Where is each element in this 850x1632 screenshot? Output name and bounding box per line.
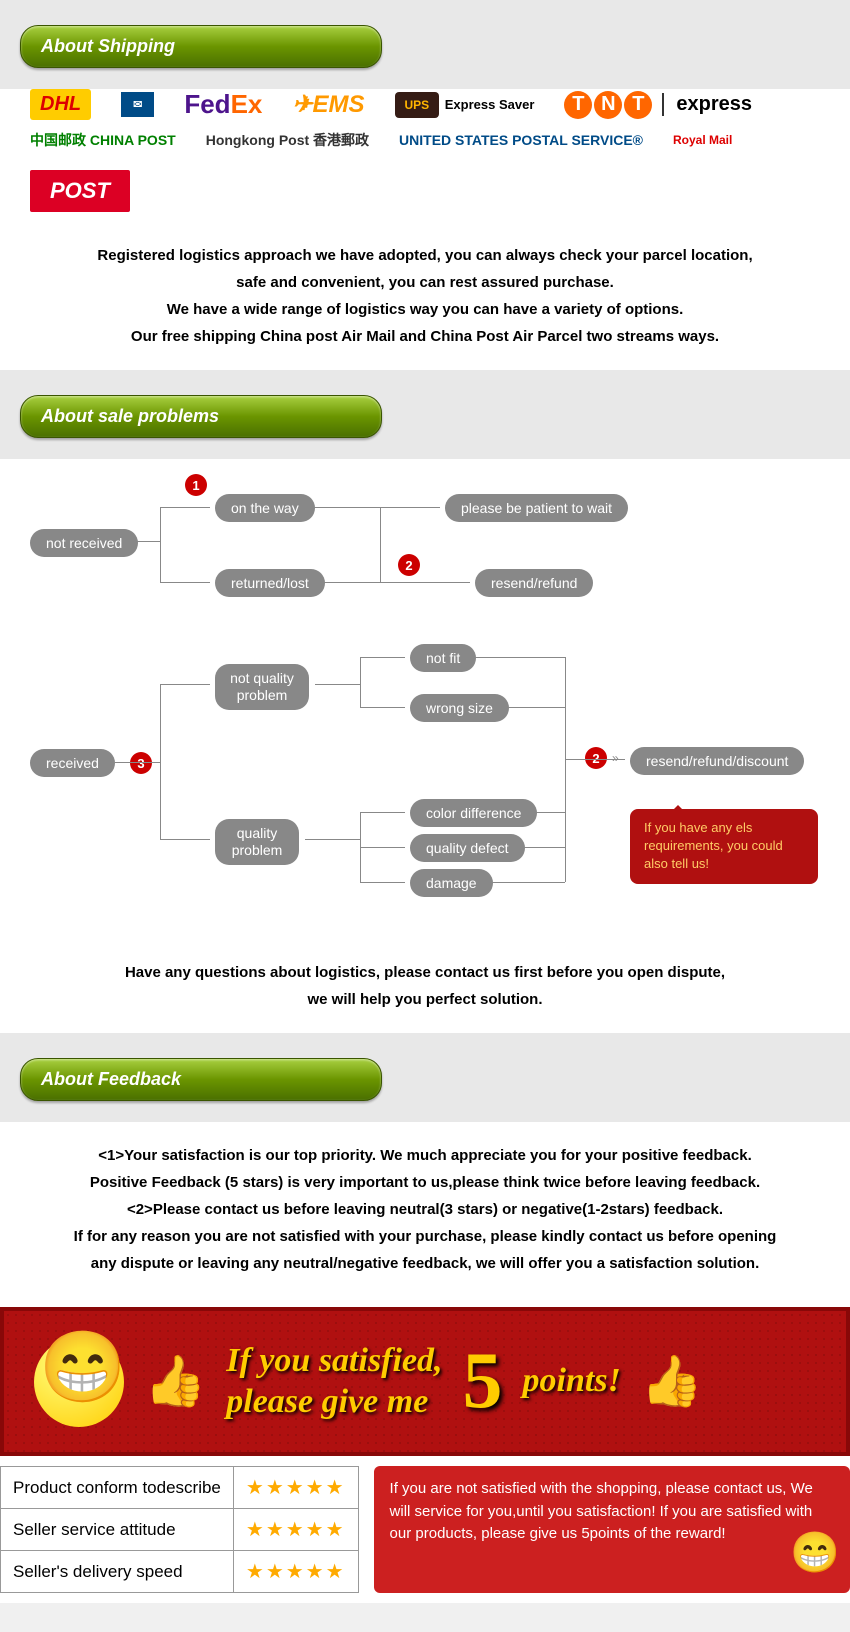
badge-1: 1	[185, 474, 207, 496]
node-on-way: on the way	[215, 494, 315, 522]
node-not-quality: not quality problem	[215, 664, 309, 710]
badge-2a: 2	[398, 554, 420, 576]
header-feedback-text: About Feedback	[41, 1069, 181, 1089]
node-wait: please be patient to wait	[445, 494, 628, 522]
header-shipping-text: About Shipping	[41, 36, 175, 56]
royalmail-logo: Royal Mail	[673, 133, 732, 147]
bottom-row: Product conform todescribe ★★★★★ Seller …	[0, 1466, 850, 1603]
carrier-logos-row1: DHL ✉ FedEx ✈EMS UPS Express Saver T N T…	[0, 89, 850, 130]
thumb-icon-2: 👍	[641, 1352, 703, 1411]
flowchart: not received 1 on the way returned/lost …	[20, 469, 830, 929]
table-row: Seller service attitude ★★★★★	[1, 1509, 359, 1551]
fedex-logo: FedEx	[184, 89, 262, 120]
rating-stars: ★★★★★	[233, 1551, 358, 1593]
rating-label: Product conform todescribe	[1, 1467, 234, 1509]
problems-body-text: Have any questions about logistics, plea…	[0, 939, 850, 1033]
table-row: Seller's delivery speed ★★★★★	[1, 1551, 359, 1593]
arrow-icon: »	[612, 751, 619, 765]
section-problems-header: About sale problems	[0, 370, 850, 459]
node-final: resend/refund/discount	[630, 747, 804, 775]
big-five: 5	[463, 1336, 503, 1427]
shipping-body-text: Registered logistics approach we have ad…	[0, 222, 850, 370]
callout-requirements: If you have any els requirements, you co…	[630, 809, 818, 884]
rating-stars: ★★★★★	[233, 1467, 358, 1509]
node-returned: returned/lost	[215, 569, 325, 597]
node-damage: damage	[410, 869, 493, 897]
hkpost-logo: Hongkong Post 香港郵政	[206, 130, 369, 150]
node-quality: quality problem	[215, 819, 299, 865]
node-not-fit: not fit	[410, 644, 476, 672]
banner-text: If you satisfied, please give me	[226, 1341, 442, 1423]
rating-label: Seller's delivery speed	[1, 1551, 234, 1593]
tnt-logo: T N T express	[564, 91, 752, 119]
badge-3: 3	[130, 752, 152, 774]
node-color: color difference	[410, 799, 537, 827]
thumb-icon: 👍	[144, 1352, 206, 1411]
rating-table: Product conform todescribe ★★★★★ Seller …	[0, 1466, 359, 1593]
carrier-logos-row2: 中国邮政 CHINA POST Hongkong Post 香港郵政 UNITE…	[0, 130, 850, 222]
header-shipping: About Shipping	[20, 25, 382, 68]
node-resend: resend/refund	[475, 569, 593, 597]
satisfaction-redbox: If you are not satisfied with the shoppi…	[374, 1466, 850, 1593]
header-problems-text: About sale problems	[41, 406, 219, 426]
rating-label: Seller service attitude	[1, 1509, 234, 1551]
dhl-logo: DHL	[30, 89, 91, 120]
auspost-logo: POST	[30, 170, 130, 212]
section-feedback-header: About Feedback	[0, 1033, 850, 1122]
rating-stars: ★★★★★	[233, 1509, 358, 1551]
node-defect: quality defect	[410, 834, 525, 862]
ups-logo: UPS Express Saver	[395, 92, 535, 118]
badge-2b: 2	[585, 747, 607, 769]
usps-logo: UNITED STATES POSTAL SERVICE®	[399, 132, 643, 148]
section-shipping-header: About Shipping	[0, 0, 850, 89]
smiley-icon	[34, 1337, 124, 1427]
satisfaction-banner: 👍 If you satisfied, please give me 5 poi…	[0, 1307, 850, 1456]
feedback-body-text: <1>Your satisfaction is our top priority…	[0, 1122, 850, 1297]
node-wrong-size: wrong size	[410, 694, 509, 722]
header-feedback: About Feedback	[20, 1058, 382, 1101]
ems-logo: ✈EMS	[292, 90, 364, 119]
node-not-received: not received	[30, 529, 138, 557]
mini-smiley-icon: 😁	[790, 1523, 840, 1583]
header-problems: About sale problems	[20, 395, 382, 438]
chinapost-logo: 中国邮政 CHINA POST	[30, 130, 176, 150]
table-row: Product conform todescribe ★★★★★	[1, 1467, 359, 1509]
points-text: points!	[523, 1361, 621, 1402]
node-received: received	[30, 749, 115, 777]
usps-eagle-logo: ✉	[121, 92, 154, 117]
